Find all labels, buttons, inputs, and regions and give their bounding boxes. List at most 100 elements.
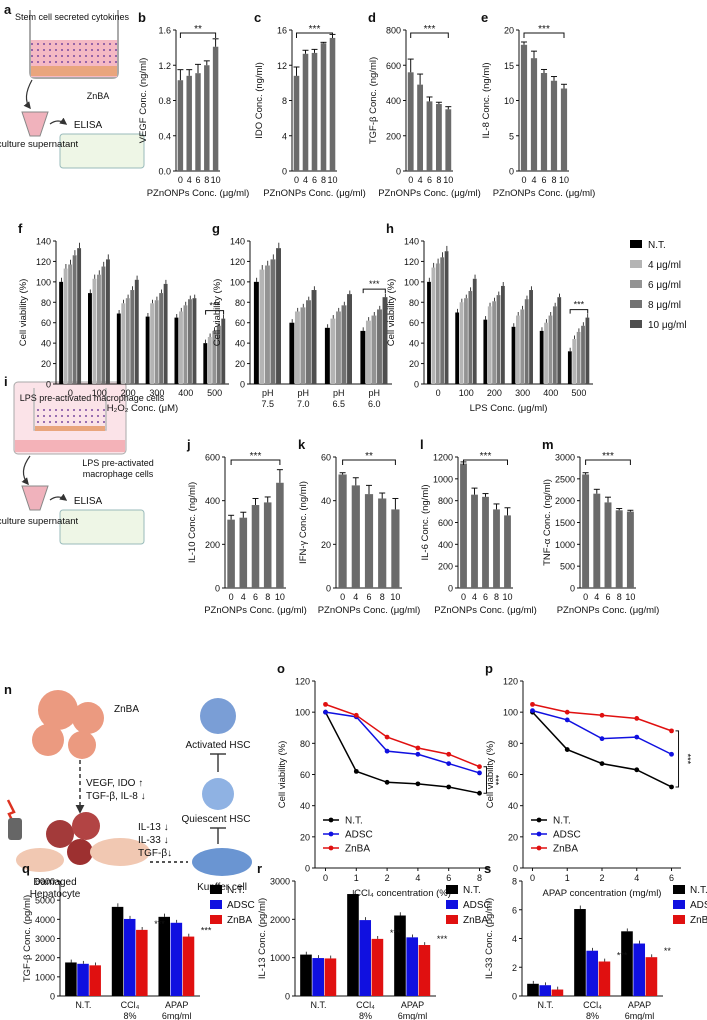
caption-elisa-i: ELISA <box>74 496 103 507</box>
bar-h <box>427 281 431 384</box>
tube-icon-i <box>21 485 49 511</box>
y-tick-label: 80 <box>508 739 518 749</box>
quiescent-hsc-icon <box>202 778 234 810</box>
legend-label: ZnBA <box>463 915 488 926</box>
legend-marker <box>328 845 334 851</box>
x-tick-label: N.T. <box>310 1000 326 1010</box>
x-tick-label: 0 <box>461 592 466 602</box>
bar-f <box>187 299 192 384</box>
y-tick-label: 0 <box>414 380 419 390</box>
x-tick-label: 8% <box>359 1011 372 1020</box>
sig-label: *** <box>369 279 380 289</box>
data-point <box>415 745 421 751</box>
bar-g <box>306 300 311 384</box>
y-tick-label: 0 <box>513 864 518 874</box>
data-point <box>530 708 535 714</box>
bar-g <box>276 248 281 384</box>
bar-f <box>203 343 208 384</box>
x-tick-label: 4 <box>418 175 423 185</box>
bar-q <box>123 918 136 996</box>
legend-swatch-8 <box>630 300 642 308</box>
y-axis-label: TGF-β Conc. (pg/ml) <box>22 895 33 982</box>
x-tick-label: 8 <box>617 592 622 602</box>
x-tick-label: 0 <box>340 592 345 602</box>
bar <box>320 43 327 171</box>
y-axis-label: IDO Conc. (ng/ml) <box>254 62 265 139</box>
caption-lps-1: LPS pre-activated <box>82 458 154 468</box>
x-tick-label: 4 <box>241 592 246 602</box>
cytokine-dots <box>31 40 117 64</box>
data-point <box>384 734 390 740</box>
x-axis-label: PZnONPs Conc. (μg/ml) <box>318 605 421 616</box>
y-tick-label: 100 <box>295 708 310 718</box>
bar-f <box>130 290 135 384</box>
bar-f <box>163 283 168 384</box>
chart-r: r 0 1000 2000 3000 IL-13 Conc. (pg/ml) N.T. CCl… <box>257 861 491 1020</box>
legend-label: ADSC <box>463 900 491 911</box>
schematic-n: n ZnBA VEGF, IDO ↑ TGF-β, IL-8 ↓ Damaged… <box>4 682 252 900</box>
y-axis-label: Cell viability (%) <box>212 279 223 347</box>
bar-g <box>294 311 300 384</box>
x-axis-label: PZnONPs Conc. (μg/ml) <box>263 188 366 199</box>
bar <box>504 515 511 588</box>
bar <box>426 101 433 171</box>
panel-label-i: i <box>4 374 8 389</box>
znba-layer-i <box>35 426 105 431</box>
y-tick-label: 40 <box>300 801 310 811</box>
bar-s <box>539 985 552 996</box>
sig-bracket <box>205 310 225 315</box>
caption-hepatocyte: Hepatocyte <box>30 889 81 900</box>
y-tick-label: 1000 <box>555 540 575 550</box>
y-tick-label: 4000 <box>35 915 55 925</box>
y-tick-label: 5 <box>509 131 514 141</box>
sig-bracket <box>585 459 631 465</box>
bar-s <box>586 950 599 996</box>
caption-tgf: TGF-β↓ <box>138 848 172 859</box>
x-tick-label: 6mg/ml <box>625 1011 655 1020</box>
y-tick-label: 800 <box>386 26 401 36</box>
bar <box>417 84 424 171</box>
bar-s <box>645 957 658 996</box>
bar <box>378 498 387 588</box>
sig-label: *** <box>538 24 550 35</box>
panel-label-g: g <box>212 221 220 236</box>
legend-label: N.T. <box>345 816 363 827</box>
legend-swatch-nt <box>630 240 642 248</box>
x-tick-label: 2 <box>385 873 390 883</box>
bar-g <box>311 290 317 384</box>
y-tick-label: 8 <box>282 96 287 106</box>
legend-label: ADSC <box>553 830 581 841</box>
y-tick-label: 3000 <box>270 877 290 887</box>
legend-swatch-4 <box>630 260 642 268</box>
x-tick-label: 8 <box>477 873 482 883</box>
bar-f <box>105 259 110 384</box>
chart-o: o 0 20 40 60 80 100 120 Cell viability (%) 0 1 2 4 6 8… <box>277 661 501 899</box>
x-tick-label: 8 <box>551 175 556 185</box>
y-axis-label: Cell viability (%) <box>18 279 29 347</box>
sig-label: *** <box>201 926 212 936</box>
x-tick-label: APAP <box>165 1000 188 1010</box>
panel-label-n: n <box>4 682 12 697</box>
y-tick-label: 60 <box>41 318 51 328</box>
y-tick-label: 600 <box>386 61 401 71</box>
x-axis-label: PZnONPs Conc. (μg/ml) <box>434 605 537 616</box>
x-tick-label: 0 <box>323 873 328 883</box>
y-tick-label: 140 <box>36 237 51 247</box>
bar-f <box>88 293 92 384</box>
x-axis-label: PZnONPs Conc. (μg/ml) <box>493 188 596 199</box>
bar <box>540 73 548 171</box>
y-tick-label: 100 <box>503 708 518 718</box>
x-tick-label: 10 <box>443 175 453 185</box>
znba-layer <box>31 66 117 76</box>
x-tick-label: 100 <box>459 388 474 398</box>
x-tick-label: APAP <box>628 1000 651 1010</box>
bar-f <box>125 298 130 384</box>
x-tick-label: CCl₄ <box>583 1000 602 1010</box>
sig-bracket <box>296 32 333 38</box>
bar-s <box>574 909 586 996</box>
bar <box>407 72 414 171</box>
legend-viability: N.T. 4 μg/ml 6 μg/ml 8 μg/ml 10 μg/ml <box>630 240 687 331</box>
